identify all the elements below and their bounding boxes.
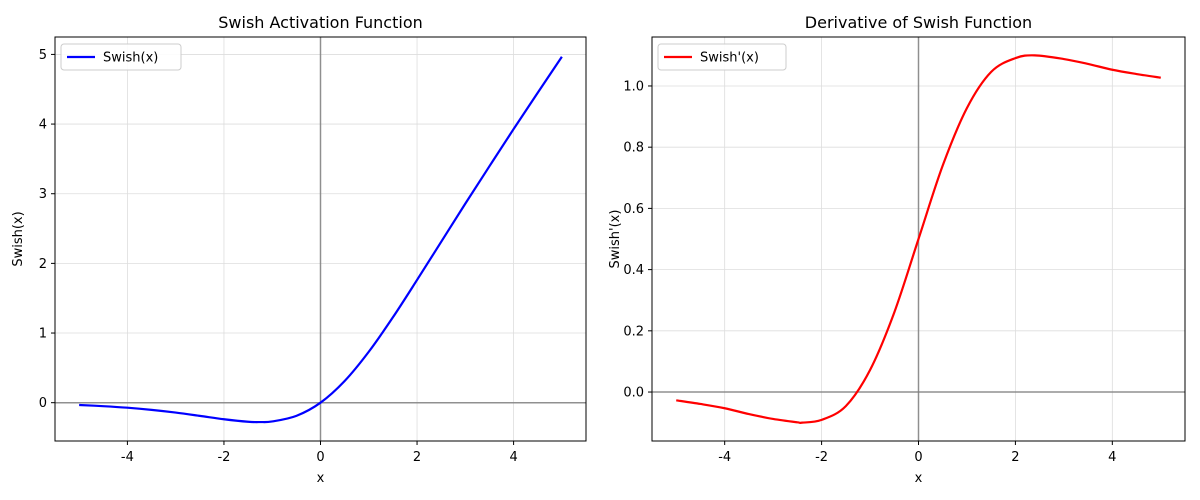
y-axis-label: Swish'(x) bbox=[608, 210, 623, 269]
legend: Swish(x) bbox=[60, 43, 182, 71]
chart-panel-1: -4 -2 0 2 4 0 1 2 3 4 5 Swish Activation Function x S… bbox=[11, 13, 587, 486]
x-tick-label: -2 bbox=[815, 450, 828, 465]
legend-label: Swish'(x) bbox=[700, 51, 759, 66]
legend-label: Swish(x) bbox=[103, 51, 158, 66]
x-tick-label: 4 bbox=[509, 450, 517, 465]
series-line bbox=[79, 56, 563, 424]
x-tick-label: -4 bbox=[718, 450, 731, 465]
y-tick-label: 5 bbox=[39, 48, 47, 63]
x-tick-label: -4 bbox=[121, 450, 134, 465]
y-tick-label: 3 bbox=[39, 187, 47, 202]
x-tick-label: 2 bbox=[413, 450, 421, 465]
y-tick-label: 0.2 bbox=[623, 324, 644, 339]
y-tick-label: 2 bbox=[39, 257, 47, 272]
legend-box bbox=[60, 43, 182, 71]
y-tick-label: 0.0 bbox=[623, 386, 644, 401]
legend-box bbox=[657, 43, 787, 71]
y-tick-label: 0.6 bbox=[623, 202, 644, 217]
x-tick-label: -2 bbox=[217, 450, 230, 465]
x-tick-label: 2 bbox=[1011, 450, 1019, 465]
y-axis-label: Swish(x) bbox=[11, 211, 26, 266]
chart-title: Derivative of Swish Function bbox=[805, 13, 1032, 32]
chart-title: Swish Activation Function bbox=[218, 13, 423, 32]
y-tick-label: 0.8 bbox=[623, 141, 644, 156]
x-axis-label: x bbox=[915, 471, 923, 486]
x-tick-label: 0 bbox=[316, 450, 324, 465]
x-axis-label: x bbox=[317, 471, 325, 486]
x-tick-label: 0 bbox=[914, 450, 922, 465]
legend: Swish'(x) bbox=[657, 43, 787, 71]
y-tick-label: 0.4 bbox=[623, 263, 644, 278]
x-tick-label: 4 bbox=[1108, 450, 1116, 465]
y-tick-label: 4 bbox=[39, 118, 47, 133]
y-tick-label: 0 bbox=[39, 396, 47, 411]
y-tick-label: 1.0 bbox=[623, 79, 644, 94]
y-tick-label: 1 bbox=[39, 327, 47, 342]
series-line bbox=[676, 54, 1161, 424]
chart-panel-2: -4 -2 0 2 4 0.0 0.2 0.4 0.6 0.8 1.0 Derivative of S… bbox=[608, 13, 1186, 486]
